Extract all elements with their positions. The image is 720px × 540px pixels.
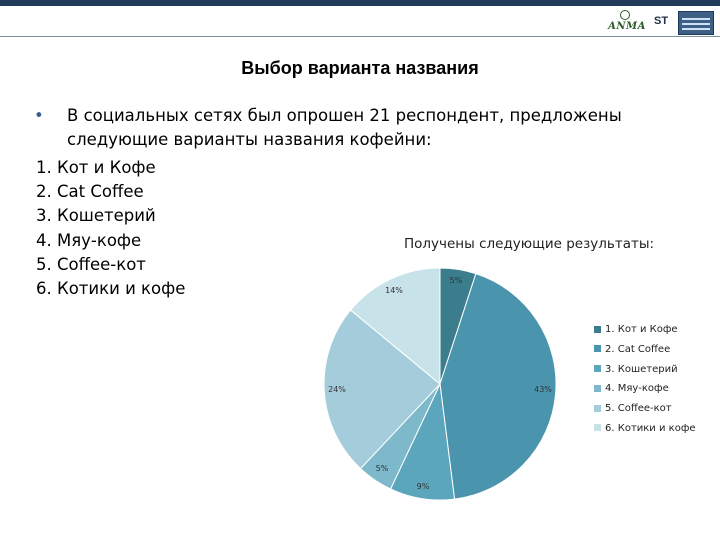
option-item: 6. Котики и кофе [36, 279, 186, 299]
legend-item: 1. Кот и Кофе [594, 321, 696, 341]
legend-label: 1. Кот и Кофе [605, 324, 678, 335]
results-caption: Получены следующие результаты: [404, 236, 655, 252]
option-item: 3. Кошетерий [36, 206, 156, 226]
legend-item: 4. Мяу-кофе [594, 380, 696, 400]
legend-label: 2. Cat Coffee [605, 343, 671, 355]
bullet-icon: • [34, 106, 44, 125]
legend-item: 3. Кошетерий [594, 361, 696, 381]
intro-text: В социальных сетях был опрошен 21 респон… [67, 106, 622, 149]
partner-logo [678, 11, 714, 35]
legend-item: 2. Cat Coffee [594, 341, 696, 361]
anma-logo: ANMA [604, 10, 650, 34]
legend-swatch [594, 404, 601, 412]
partner-logo-stripe [682, 23, 710, 25]
option-item: 2. Cat Coffee [36, 182, 144, 202]
pie-slice [323, 309, 441, 470]
partner-logo-stripe [682, 28, 710, 30]
slice-value-label: 9% [417, 482, 430, 491]
anma-logo-text: ANMA [608, 21, 646, 32]
slice-value-label: 5% [450, 276, 463, 285]
slice-value-label: 24% [328, 385, 346, 394]
legend-label: 3. Кошетерий [605, 363, 678, 375]
legend-label: 5. Coffee-кот [605, 403, 672, 415]
anma-emblem-icon [620, 10, 630, 20]
legend-swatch [594, 384, 601, 392]
option-item: 4. Мяу-кофе [36, 230, 142, 250]
chart-legend: 1. Кот и Кофе 2. Cat Coffee 3. Кошетерий 4.… [594, 321, 696, 440]
legend-swatch [594, 325, 601, 333]
st-logo-text: ST [654, 15, 669, 27]
slide-title: Выбор варианта названия [241, 58, 479, 78]
legend-swatch [594, 365, 601, 373]
legend-item: 6. Котики и кофе [594, 420, 696, 440]
pie-slice [439, 273, 557, 500]
legend-swatch [594, 345, 601, 353]
partner-logo-stripe [682, 18, 710, 20]
option-item: 5. Coffee-кот [36, 254, 146, 274]
legend-item: 5. Coffee-кот [594, 400, 696, 420]
legend-swatch [594, 424, 601, 432]
slice-value-label: 14% [385, 286, 403, 295]
legend-label: 6. Котики и кофе [605, 422, 696, 434]
pie-slice [349, 267, 441, 386]
top-accent-bar [0, 0, 720, 6]
header-divider [0, 36, 720, 37]
name-options-list: 1. Кот и Кофе 2. Cat Coffee 3. Кошетерий… [36, 156, 185, 301]
slice-value-label: 43% [534, 385, 552, 394]
option-item: 1. Кот и Кофе [36, 158, 156, 177]
legend-label: 4. Мяу-кофе [605, 383, 669, 395]
slice-value-label: 5% [376, 464, 389, 473]
